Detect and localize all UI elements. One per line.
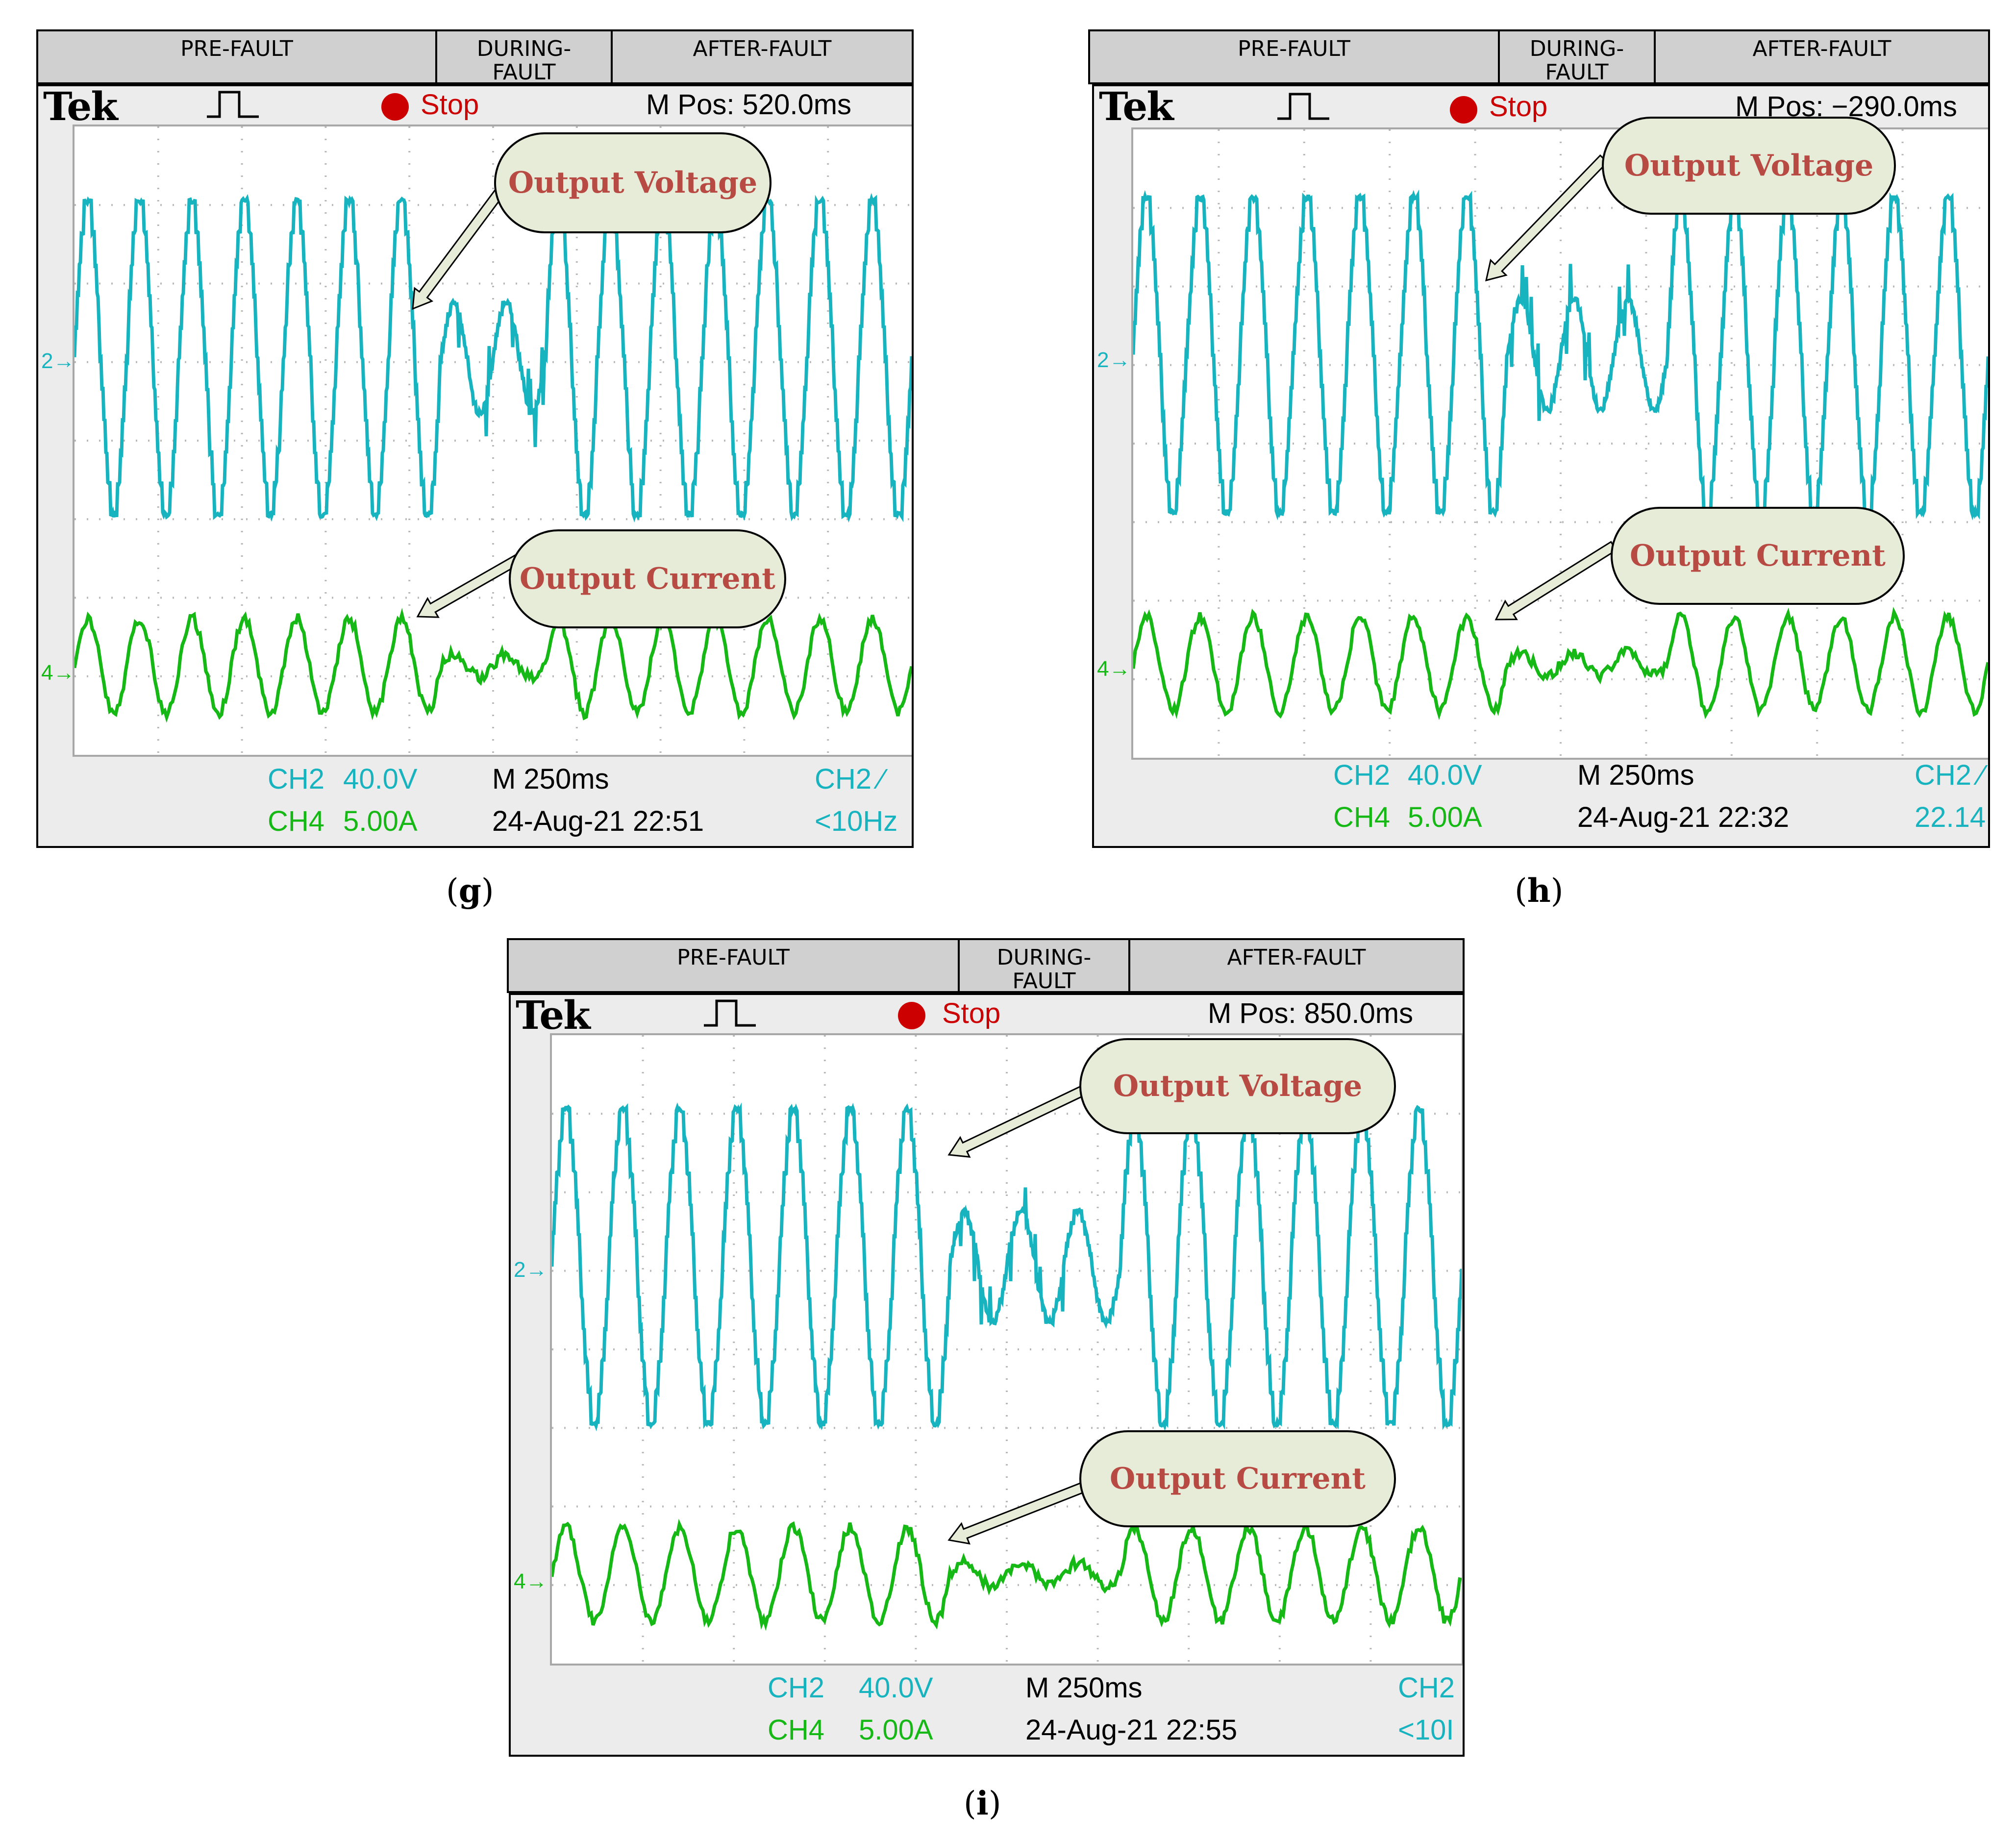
datetime-readout: 24-Aug-21 22:32 [1577, 801, 1790, 833]
scope-screen: Tek Stop M Pos: 520.0ms 2→ 4→ CH2 40.0V … [36, 84, 914, 848]
output-current-callout: Output Current [509, 529, 786, 628]
stop-icon [381, 93, 409, 121]
callout-arrow-current [947, 1480, 1089, 1545]
callout-arrow-current [416, 552, 524, 618]
ch4-scale: 5.00A [343, 805, 418, 837]
header-after-fault: AFTER-FAULT [611, 29, 914, 84]
trigger-frequency: <10Hz [815, 805, 898, 837]
output-voltage-trace [1133, 189, 1988, 521]
stop-icon [898, 1002, 925, 1029]
ch2-ground-marker: 2→ [514, 1258, 548, 1282]
tek-logo: Tek [516, 993, 591, 1038]
caption-i: (i) [964, 1784, 1001, 1822]
trigger-source: CH2 ∕ [1915, 759, 1984, 791]
output-current-trace [75, 607, 912, 723]
graticule [550, 1033, 1463, 1666]
ch4-label: CH4 [768, 1714, 825, 1746]
caption-h: (h) [1515, 871, 1564, 910]
scope-panel-g: PRE-FAULT DURING- FAULT AFTER-FAULT Tek … [36, 29, 914, 848]
output-voltage-callout: Output Voltage [494, 132, 772, 233]
ch4-label: CH4 [1333, 801, 1391, 833]
timebase-readout: M 250ms [1577, 759, 1694, 791]
header-during-fault: DURING- FAULT [958, 938, 1130, 993]
scope-screen: Tek Stop M Pos: −290.0ms 2→ 4→ CH2 40.0V… [1092, 84, 1990, 848]
output-voltage-callout: Output Voltage [1079, 1038, 1396, 1134]
ch4-label: CH4 [268, 805, 325, 837]
graticule [1131, 127, 1988, 760]
header-pre-fault: PRE-FAULT [1088, 29, 1500, 84]
header-after-fault: AFTER-FAULT [1128, 938, 1465, 993]
output-current-trace [1133, 606, 1988, 721]
scope-panel-i: PRE-FAULT DURING- FAULT AFTER-FAULT Tek … [507, 938, 1465, 1757]
stop-icon [1450, 96, 1477, 124]
tek-logo: Tek [43, 84, 118, 129]
output-voltage-trace [75, 193, 912, 523]
output-current-callout: Output Current [1611, 507, 1905, 605]
ch2-scale: 40.0V [343, 763, 418, 795]
output-current-trace [552, 1518, 1462, 1631]
ch4-scale: 5.00A [859, 1714, 933, 1746]
datetime-readout: 24-Aug-21 22:55 [1025, 1714, 1238, 1746]
header-after-fault: AFTER-FAULT [1654, 29, 1990, 84]
ch2-label: CH2 [768, 1672, 825, 1704]
trigger-source: CH2 ∕ [815, 763, 884, 795]
trigger-frequency: <10I [1398, 1714, 1454, 1746]
ch4-ground-marker: 4→ [514, 1569, 548, 1593]
graticule [73, 124, 912, 757]
trace-area [552, 1035, 1462, 1664]
ch2-label: CH2 [1333, 759, 1391, 791]
ch4-scale: 5.00A [1408, 801, 1482, 833]
ch2-scale: 40.0V [1408, 759, 1482, 791]
scope-screen: Tek Stop M Pos: 850.0ms 2→ 4→ CH2 40.0V … [509, 993, 1465, 1757]
m-pos-readout: M Pos: 850.0ms [1208, 997, 1414, 1029]
header-pre-fault: PRE-FAULT [36, 29, 437, 84]
output-current-callout: Output Current [1079, 1430, 1396, 1527]
pulse-trigger-icon [1277, 93, 1329, 120]
trigger-frequency: 22.14 [1915, 801, 1986, 833]
datetime-readout: 24-Aug-21 22:51 [492, 805, 704, 837]
trigger-source: CH2 [1398, 1672, 1455, 1704]
callout-arrow-voltage [947, 1083, 1090, 1158]
header-pre-fault: PRE-FAULT [507, 938, 960, 993]
ch2-scale: 40.0V [859, 1672, 933, 1704]
caption-g: (g) [446, 871, 494, 910]
callout-arrow-voltage [1485, 154, 1609, 282]
trace-area [1133, 129, 1988, 758]
timebase-readout: M 250ms [492, 763, 609, 795]
m-pos-readout: M Pos: 520.0ms [646, 89, 852, 121]
header-during-fault: DURING- FAULT [435, 29, 613, 84]
stop-label: Stop [421, 89, 479, 121]
timebase-readout: M 250ms [1025, 1672, 1143, 1704]
header-during-fault: DURING- FAULT [1498, 29, 1656, 84]
output-voltage-trace [552, 1102, 1462, 1432]
trace-area [75, 126, 912, 755]
ch4-ground-marker: 4→ [1097, 657, 1131, 681]
tek-logo: Tek [1099, 84, 1174, 129]
ch2-ground-marker: 2→ [41, 349, 75, 373]
stop-label: Stop [1489, 91, 1548, 123]
output-voltage-callout: Output Voltage [1602, 117, 1896, 215]
ch2-ground-marker: 2→ [1097, 348, 1131, 372]
pulse-trigger-icon [704, 999, 756, 1027]
ch4-ground-marker: 4→ [41, 661, 75, 685]
stop-label: Stop [942, 997, 1001, 1029]
pulse-trigger-icon [207, 91, 259, 118]
scope-panel-h: PRE-FAULT DURING- FAULT AFTER-FAULT Tek … [1088, 29, 1990, 848]
callout-arrow-current [1494, 541, 1618, 621]
ch2-label: CH2 [268, 763, 325, 795]
